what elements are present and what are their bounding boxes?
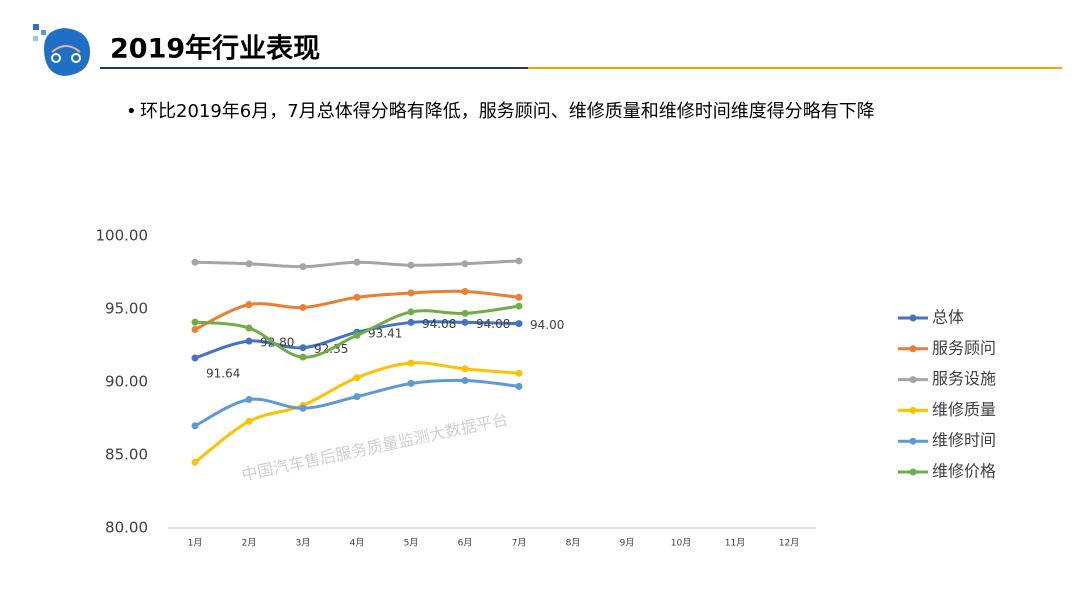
series-point — [299, 344, 307, 352]
watermark: 中国汽车售后服务质量监测大数据平台 — [240, 409, 510, 484]
x-tick-label: 5月 — [404, 538, 419, 549]
series-point — [407, 359, 415, 367]
legend-label: 服务设施 — [932, 369, 996, 388]
x-tick-label: 7月 — [512, 538, 527, 549]
x-tick-label: 2月 — [242, 538, 257, 549]
series-point — [515, 257, 523, 265]
series-point — [191, 422, 199, 430]
series-point — [407, 289, 415, 297]
series-point — [461, 318, 469, 326]
series-point — [461, 365, 469, 373]
y-tick-label: 100.00 — [96, 227, 149, 245]
series-point — [407, 308, 415, 316]
x-tick-label: 4月 — [350, 538, 365, 549]
x-tick-label: 10月 — [671, 538, 691, 549]
y-tick-label: 80.00 — [105, 519, 148, 537]
series-point — [461, 377, 469, 385]
x-tick-label: 9月 — [620, 538, 635, 549]
data-label: 94.08 — [422, 317, 456, 331]
logo — [33, 24, 90, 76]
x-tick-label: 8月 — [566, 538, 581, 549]
legend-label: 维修时间 — [932, 431, 996, 450]
x-tick-label: 6月 — [458, 538, 473, 549]
series-point — [353, 393, 361, 401]
series-point — [461, 309, 469, 317]
series-point — [461, 287, 469, 295]
data-label: 93.41 — [368, 327, 402, 341]
data-label: 94.08 — [476, 317, 510, 331]
x-tick-label: 11月 — [725, 538, 745, 549]
series-point — [299, 263, 307, 271]
slide-title: 2019年行业表现 — [110, 33, 320, 65]
series-point — [353, 331, 361, 339]
data-label: 94.00 — [530, 318, 564, 332]
series-point — [461, 260, 469, 268]
series-point — [191, 325, 199, 333]
series-point — [245, 337, 253, 345]
data-label: 91.64 — [206, 367, 240, 381]
legend-label: 维修质量 — [932, 400, 996, 419]
legend-swatch-dot — [909, 406, 917, 414]
y-tick-label: 90.00 — [105, 373, 148, 391]
series-point — [515, 293, 523, 301]
x-tick-label: 12月 — [779, 538, 799, 549]
bullet-text: 环比2019年6月，7月总体得分略有降低，服务顾问、维修质量和维修时间维度得分略… — [140, 101, 875, 122]
series-point — [245, 301, 253, 309]
series-point — [191, 354, 199, 362]
legend-swatch-dot — [909, 345, 917, 353]
series-point — [515, 382, 523, 390]
legend-swatch-dot — [909, 376, 917, 384]
bullet-dot: • — [126, 101, 137, 122]
y-tick-label: 95.00 — [105, 300, 148, 318]
series-point — [407, 318, 415, 326]
series-point — [515, 320, 523, 328]
legend-label: 维修价格 — [932, 462, 996, 481]
series-point — [245, 396, 253, 404]
series-point — [515, 369, 523, 377]
series-point — [353, 258, 361, 266]
x-tick-label: 3月 — [296, 538, 311, 549]
legend-swatch-dot — [909, 437, 917, 445]
series-point — [299, 353, 307, 361]
series-point — [299, 304, 307, 312]
series-point — [245, 260, 253, 268]
x-tick-label: 1月 — [188, 538, 203, 549]
series-point — [353, 293, 361, 301]
series-point — [191, 458, 199, 466]
legend-swatch-dot — [909, 468, 917, 476]
legend-label: 服务顾问 — [932, 338, 996, 357]
legend-label: 总体 — [932, 308, 964, 327]
series-point — [407, 261, 415, 269]
series-point — [191, 318, 199, 326]
y-tick-label: 85.00 — [105, 446, 148, 464]
series-point — [299, 404, 307, 412]
legend-swatch-dot — [909, 314, 917, 322]
series-point — [245, 417, 253, 425]
series-point — [353, 374, 361, 382]
series-point — [515, 302, 523, 310]
series-point — [407, 379, 415, 387]
series-point — [191, 258, 199, 266]
series-point — [245, 324, 253, 332]
